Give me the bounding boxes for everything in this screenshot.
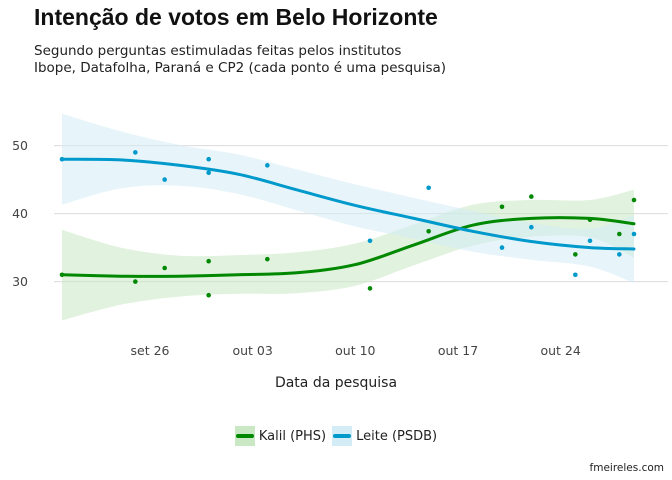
data-point-kalil-0 <box>59 272 65 278</box>
legend-line-kalil <box>235 434 254 438</box>
data-point-leite-8 <box>499 245 505 250</box>
data-point-kalil-11 <box>587 217 593 223</box>
x-tick-label-3: out 17 <box>438 343 478 358</box>
data-point-leite-6 <box>367 238 373 244</box>
subtitle-line-2: Ibope, Datafolha, Paraná e CP2 (cada pon… <box>34 60 447 76</box>
credit-text: fmeireles.com <box>589 462 664 474</box>
data-point-leite-4 <box>206 170 211 176</box>
data-point-kalil-2 <box>162 265 167 271</box>
chart-title: Intenção de votos em Belo Horizonte <box>34 4 438 30</box>
data-point-kalil-10 <box>573 252 578 257</box>
data-point-leite-3 <box>206 156 211 162</box>
data-point-kalil-3 <box>206 258 211 264</box>
subtitle-line-1: Segundo perguntas estimuladas feitas pel… <box>34 43 402 59</box>
data-point-leite-11 <box>587 238 593 244</box>
x-tick-label-1: out 03 <box>232 343 272 358</box>
legend-key-leite <box>332 426 353 446</box>
data-point-kalil-9 <box>529 194 534 199</box>
data-point-leite-2 <box>162 177 167 182</box>
x-axis-title: Data da pesquisa <box>274 375 398 391</box>
data-point-leite-10 <box>573 272 578 278</box>
chart-subtitle: Segundo perguntas estimuladas feitas pel… <box>34 43 634 77</box>
trend-line-leite <box>60 157 636 251</box>
data-point-leite-0 <box>59 156 65 162</box>
data-point-leite-1 <box>133 150 138 155</box>
x-tick-label-4: out 24 <box>540 343 580 358</box>
data-point-leite-9 <box>529 224 534 230</box>
legend-item-leite: Leite (PSDB) <box>332 426 437 446</box>
trend-line-kalil <box>60 216 636 278</box>
data-point-kalil-5 <box>265 256 270 262</box>
data-point-kalil-8 <box>499 204 505 210</box>
data-point-kalil-13 <box>631 197 637 203</box>
y-tick-label-40: 40 <box>12 206 28 221</box>
data-point-kalil-7 <box>426 228 431 234</box>
data-point-kalil-12 <box>617 231 622 237</box>
data-point-kalil-6 <box>367 286 373 291</box>
legend-line-leite <box>333 434 352 438</box>
data-point-kalil-4 <box>206 292 211 298</box>
confidence-band-leite <box>62 113 634 283</box>
data-point-leite-12 <box>617 252 622 257</box>
legend-key-kalil <box>234 426 255 446</box>
legend-item-kalil: Kalil (PHS) <box>234 426 327 446</box>
data-point-kalil-1 <box>133 279 138 284</box>
legend-label-leite: Leite (PSDB) <box>356 428 438 444</box>
x-tick-label-2: out 10 <box>335 343 375 358</box>
y-tick-label-50: 50 <box>12 138 28 153</box>
legend-label-kalil: Kalil (PHS) <box>258 428 327 444</box>
y-tick-label-30: 30 <box>12 274 28 289</box>
data-point-leite-7 <box>426 185 431 191</box>
x-tick-label-0: set 26 <box>131 343 170 358</box>
data-point-leite-5 <box>265 163 270 168</box>
legend: Kalil (PHS) Leite (PSDB) <box>0 426 672 446</box>
data-point-leite-13 <box>631 231 637 237</box>
